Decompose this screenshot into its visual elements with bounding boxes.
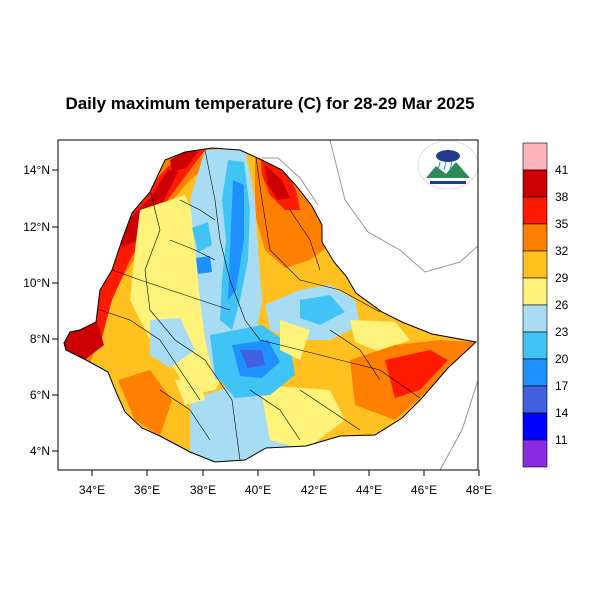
- national-border: [63, 147, 478, 463]
- colorbar-swatch: [522, 358, 548, 387]
- colorbar-swatch: [522, 439, 548, 468]
- colorbar-label: 11: [555, 433, 568, 447]
- colorbar-label: 35: [555, 217, 569, 231]
- colorbar-label: 26: [555, 298, 569, 312]
- lat-tick-label: 6°N: [30, 388, 50, 402]
- lat-tick-label: 8°N: [30, 332, 50, 346]
- colorbar-swatch: [522, 142, 548, 171]
- colorbar-swatch: [522, 250, 548, 279]
- lon-tick-label: 34°E: [79, 483, 105, 497]
- lon-tick-label: 44°E: [356, 483, 382, 497]
- lon-tick-label: 38°E: [190, 483, 216, 497]
- colorbar-legend: 41 38 35 32 29 26 23 20 17 14 11: [522, 142, 569, 468]
- lon-tick-label: 42°E: [301, 483, 327, 497]
- lon-tick-label: 36°E: [134, 483, 160, 497]
- colorbar-label: 17: [555, 379, 569, 393]
- lon-tick-label: 46°E: [411, 483, 437, 497]
- colorbar-label: 38: [555, 190, 569, 204]
- colorbar-label: 41: [555, 163, 569, 177]
- colorbar-swatch: [522, 385, 548, 414]
- colorbar-swatch: [522, 223, 548, 252]
- colorbar-label: 32: [555, 244, 569, 258]
- lon-tick-label: 48°E: [466, 483, 492, 497]
- ethiopian-meteorology-institute-emblem: [417, 140, 479, 190]
- temperature-field: [64, 148, 476, 462]
- colorbar-swatch: [522, 169, 548, 198]
- colorbar-label: 20: [555, 352, 569, 366]
- lat-tick-label: 4°N: [30, 444, 50, 458]
- lat-tick-label: 12°N: [23, 220, 50, 234]
- plot-frame: [57, 139, 479, 471]
- lat-tick-label: 14°N: [23, 163, 50, 177]
- coastlines: [262, 140, 478, 470]
- admin-boundaries: [99, 149, 421, 461]
- colorbar-label: 14: [555, 406, 569, 420]
- lon-tick-label: 40°E: [245, 483, 271, 497]
- colorbar-swatch: [522, 304, 548, 333]
- colorbar-swatch: [522, 331, 548, 360]
- map-title: Daily maximum temperature (C) for 28-29 …: [65, 94, 475, 113]
- colorbar-label: 23: [555, 325, 569, 339]
- colorbar-label: 29: [555, 271, 569, 285]
- lat-tick-label: 10°N: [23, 276, 50, 290]
- colorbar-swatch: [522, 412, 548, 441]
- axes: 34°E 36°E 38°E 40°E 42°E 44°E 46°E 48°E 14°N 12°N…: [23, 163, 492, 497]
- colorbar-swatch: [522, 277, 548, 306]
- colorbar-swatch: [522, 196, 548, 225]
